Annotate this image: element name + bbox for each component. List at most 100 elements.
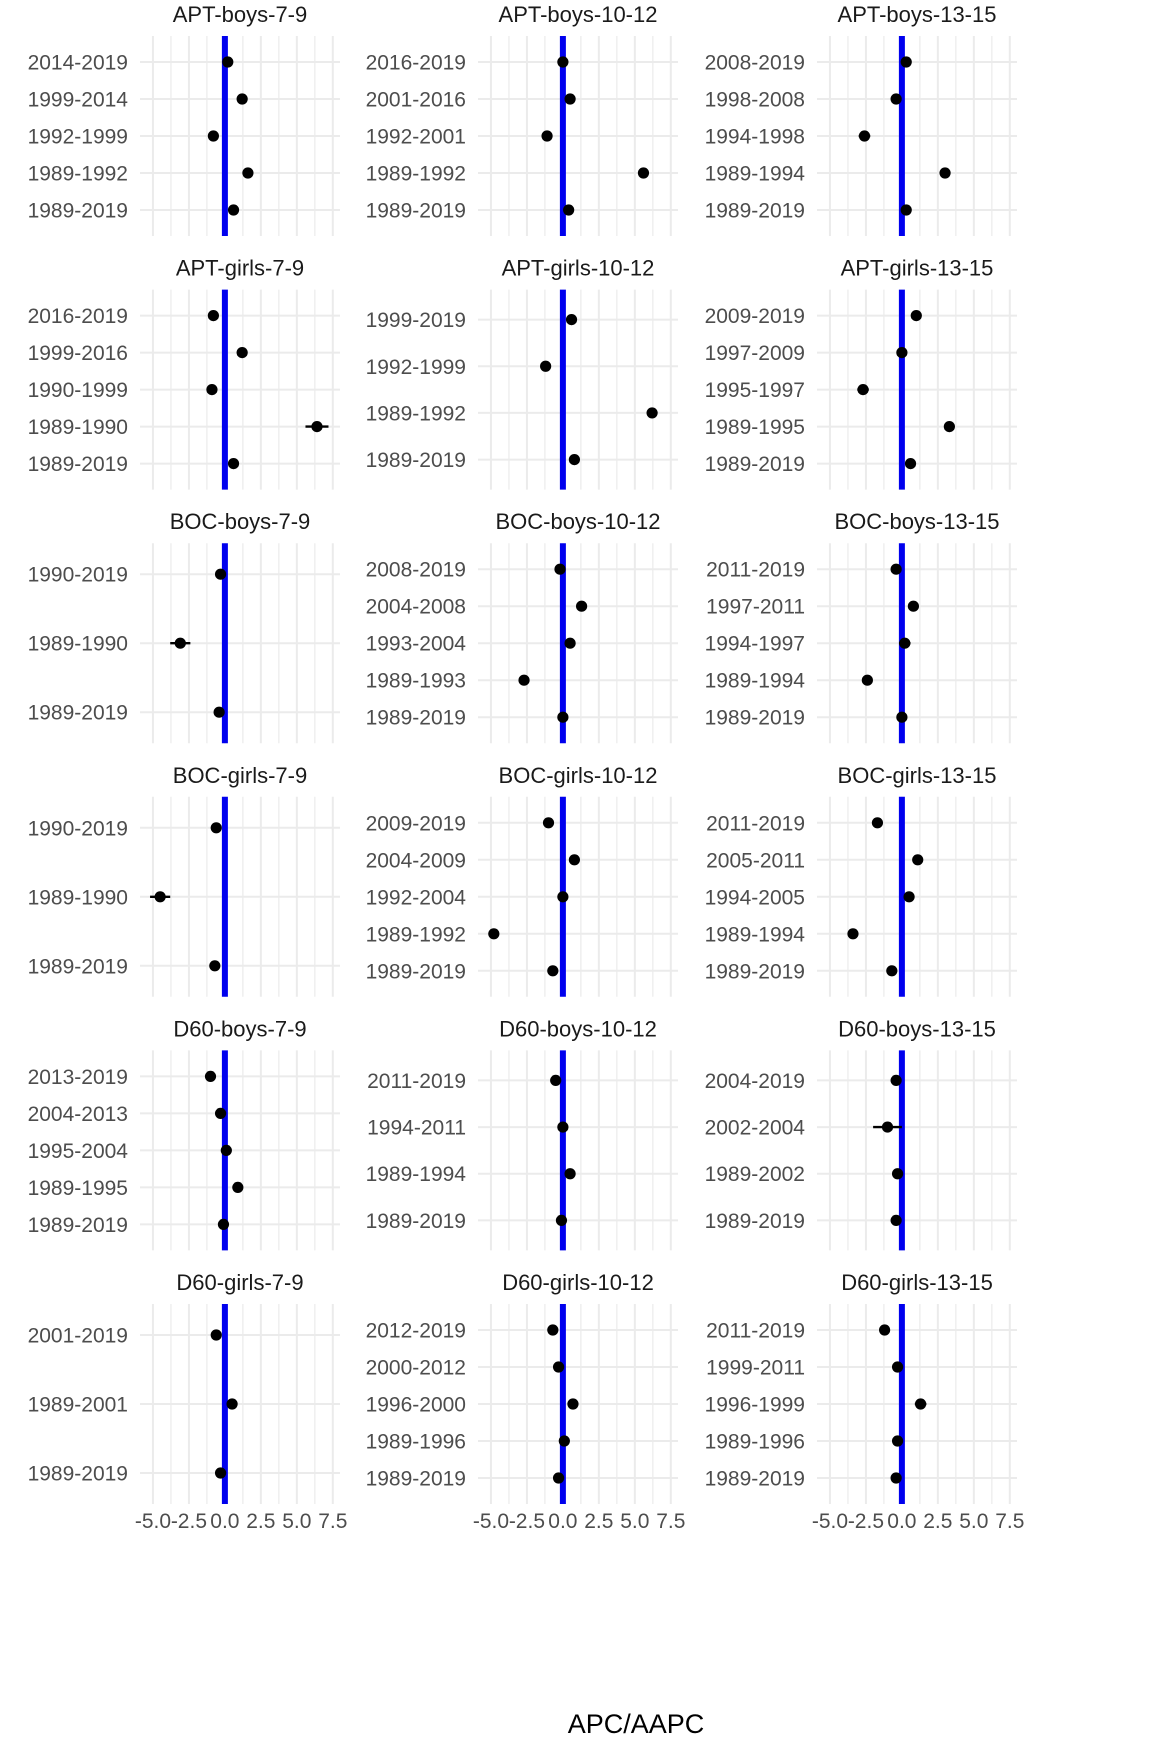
y-tick-label: 1989-1994 — [705, 923, 806, 946]
data-point — [565, 314, 578, 326]
x-tick-label: -2.5 — [509, 1510, 545, 1533]
data-point — [900, 204, 912, 216]
y-tick-label: 1989-2019 — [28, 702, 128, 725]
x-tick-label: 7.5 — [318, 1510, 347, 1533]
y-tick-label: 1989-2019 — [366, 960, 466, 983]
data-point — [939, 167, 951, 179]
y-tick-label: 1989-2019 — [28, 200, 128, 223]
y-tick-label: 1989-2019 — [705, 960, 805, 983]
data-point — [914, 1398, 927, 1410]
data-point — [881, 1121, 894, 1133]
data-point — [896, 711, 908, 723]
x-tick-label: 2.5 — [246, 1510, 275, 1533]
data-point — [568, 454, 581, 466]
data-point — [891, 1435, 904, 1447]
data-point — [311, 421, 323, 433]
data-point — [547, 965, 559, 977]
y-tick-label: 1989-2019 — [28, 1463, 128, 1486]
y-tick-label: 1989-2019 — [28, 453, 128, 476]
data-point — [488, 928, 500, 940]
data-point — [910, 310, 922, 322]
y-tick-label: 2008-2019 — [705, 52, 805, 75]
data-point — [907, 600, 920, 612]
y-tick-label: 2011-2019 — [706, 812, 805, 835]
y-tick-label: 1995-1997 — [705, 379, 805, 402]
y-tick-label: 1989-2019 — [705, 707, 805, 730]
y-tick-label: 1994-2005 — [705, 886, 805, 909]
data-point — [890, 1472, 902, 1484]
y-tick-label: 1996-2000 — [366, 1394, 466, 1417]
data-point — [563, 204, 575, 216]
y-tick-label: 1989-1995 — [28, 1177, 128, 1200]
y-tick-label: 1999-2014 — [28, 89, 129, 112]
data-point — [567, 1398, 579, 1410]
y-tick-label: 1989-1996 — [366, 1431, 466, 1454]
data-point — [886, 965, 898, 977]
data-point — [227, 204, 240, 216]
data-point — [900, 56, 912, 68]
y-tick-label: 1989-1996 — [705, 1431, 805, 1454]
y-tick-label: 1989-2019 — [705, 1468, 805, 1491]
data-point — [236, 93, 248, 105]
data-point — [557, 891, 569, 903]
panel-title: APT-boys-7-9 — [173, 2, 308, 27]
y-tick-label: 1989-1992 — [28, 163, 128, 186]
y-tick-label: 1989-2019 — [366, 707, 466, 730]
y-tick-label: 1992-1999 — [366, 356, 466, 379]
y-tick-label: 2002-2004 — [705, 1117, 806, 1140]
y-tick-label: 1989-2001 — [28, 1394, 128, 1417]
y-tick-label: 1989-1994 — [366, 1163, 467, 1186]
data-point — [891, 1168, 904, 1180]
data-point — [903, 891, 915, 903]
data-point — [213, 706, 225, 718]
y-tick-label: 1989-2019 — [366, 1468, 466, 1491]
y-tick-label: 1989-2019 — [705, 453, 805, 476]
y-tick-label: 1994-1998 — [705, 126, 805, 149]
data-point — [242, 167, 254, 179]
panel-title: D60-girls-7-9 — [176, 1270, 303, 1295]
data-point — [871, 817, 884, 829]
data-point — [174, 637, 186, 649]
data-point — [214, 1467, 227, 1479]
data-point — [217, 1218, 230, 1230]
y-tick-label: 1989-2019 — [705, 1210, 805, 1233]
data-point — [220, 1144, 232, 1156]
panel-title: D60-girls-13-15 — [841, 1270, 993, 1295]
data-point — [557, 711, 569, 723]
y-tick-label: 2004-2019 — [705, 1070, 805, 1093]
data-point — [210, 822, 222, 834]
y-tick-label: 1989-1992 — [366, 923, 466, 946]
data-point — [210, 1329, 222, 1341]
y-tick-label: 1989-1992 — [366, 402, 466, 425]
y-tick-label: 1989-1994 — [705, 163, 806, 186]
y-tick-label: 2004-2008 — [366, 596, 466, 619]
y-tick-label: 1999-2016 — [28, 342, 128, 365]
panel-title: D60-boys-10-12 — [499, 1016, 657, 1041]
y-tick-label: 1995-2004 — [28, 1140, 129, 1163]
y-tick-label: 2001-2016 — [366, 89, 466, 112]
data-point — [209, 960, 221, 972]
data-point — [912, 854, 924, 866]
data-point — [550, 1074, 562, 1086]
data-point — [899, 637, 911, 649]
x-tick-label: -2.5 — [848, 1510, 884, 1533]
panel-title: APT-girls-7-9 — [176, 256, 304, 281]
data-point — [540, 360, 552, 372]
data-point — [896, 347, 908, 359]
panel-title: BOC-girls-7-9 — [173, 763, 307, 788]
panel-title: BOC-boys-13-15 — [834, 509, 999, 534]
data-point — [646, 407, 658, 419]
x-tick-label: 7.5 — [656, 1510, 685, 1533]
y-tick-label: 1998-2008 — [705, 89, 805, 112]
y-tick-label: 1993-2004 — [366, 633, 467, 656]
data-point — [568, 854, 581, 866]
data-point — [214, 568, 227, 580]
data-point — [518, 674, 530, 686]
x-tick-label: 2.5 — [923, 1510, 952, 1533]
y-tick-label: 1990-2019 — [28, 564, 128, 587]
y-tick-label: 2004-2009 — [366, 849, 466, 872]
y-tick-label: 1996-1999 — [705, 1394, 805, 1417]
data-point — [207, 310, 219, 322]
